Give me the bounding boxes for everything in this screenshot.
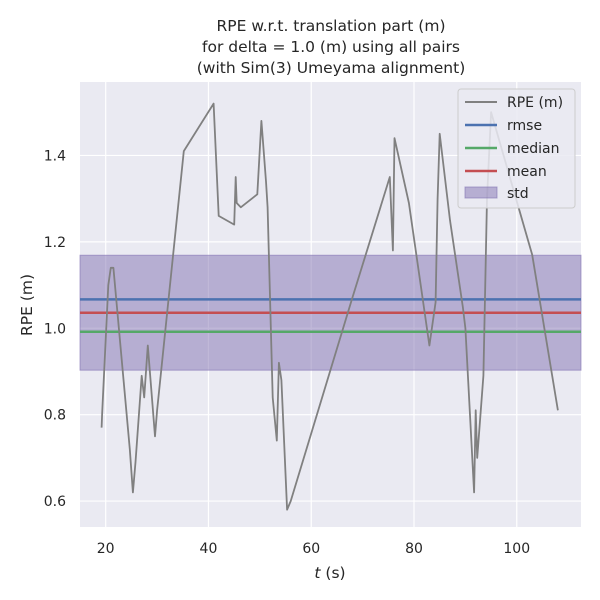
- x-tick-label-0: 20: [97, 541, 115, 557]
- chart-title-line-3: (with Sim(3) Umeyama alignment): [197, 59, 466, 77]
- x-tick-label-2: 60: [302, 541, 320, 557]
- series-line-0: [100, 102, 559, 511]
- legend-swatch-std: [464, 186, 498, 199]
- legend-label-mean: mean: [507, 164, 547, 180]
- chart-title-line-1: RPE w.r.t. translation part (m): [216, 17, 445, 35]
- x-tick-label-3: 80: [405, 541, 423, 557]
- y-axis-label: RPE (m): [18, 274, 36, 336]
- x-tick-label-1: 40: [200, 541, 218, 557]
- y-tick-label-3: 1.2: [44, 235, 66, 251]
- y-tick-label-2: 1.0: [44, 321, 66, 337]
- legend-label-std: std: [507, 186, 529, 202]
- x-tick-label-4: 100: [503, 541, 530, 557]
- x-axis-label: t (s): [314, 564, 345, 582]
- legend: RPE (m) rmse median mean std: [457, 88, 576, 209]
- legend-box: [457, 88, 576, 209]
- legend-label-rpe: RPE (m): [507, 95, 563, 111]
- stat-lines-layer: [80, 298, 581, 333]
- chart-title-line-2: for delta = 1.0 (m) using all pairs: [202, 38, 460, 56]
- x-axis-variable: t: [314, 564, 321, 582]
- y-tick-label-0: 0.6: [44, 494, 66, 510]
- tick-labels: 20 40 60 80 100 0.6 0.8 1.0 1.2 1.4: [44, 148, 530, 557]
- legend-label-median: median: [507, 141, 559, 157]
- y-tick-label-4: 1.4: [44, 148, 66, 164]
- x-axis-unit: (s): [320, 564, 345, 582]
- y-tick-label-1: 0.8: [44, 408, 66, 424]
- legend-label-rmse: rmse: [507, 118, 542, 134]
- series-layer: [100, 102, 559, 511]
